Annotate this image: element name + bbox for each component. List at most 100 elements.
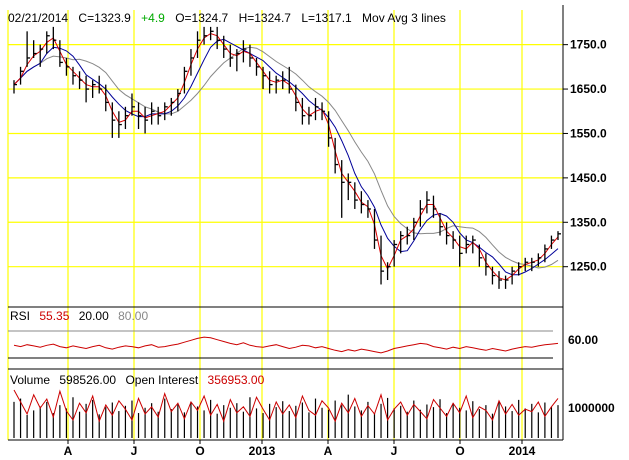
price-bar <box>150 102 155 125</box>
price-bar <box>223 35 227 58</box>
x-tick-label: J <box>131 444 138 458</box>
price-bar <box>419 200 424 227</box>
header-high: H=1324.7 <box>239 11 292 25</box>
price-bar <box>531 257 535 272</box>
volume-layer <box>13 389 559 438</box>
price-bar <box>347 173 352 201</box>
price-bar <box>314 97 319 121</box>
price-bar <box>295 84 299 112</box>
price-bar <box>321 102 326 121</box>
volume-value: 598526.00 <box>59 373 116 387</box>
price-bar <box>459 235 463 267</box>
price-bar <box>177 89 181 112</box>
price-bar <box>485 253 489 276</box>
price-bar <box>465 235 470 254</box>
price-bar <box>406 226 411 245</box>
price-bar <box>124 106 129 130</box>
rsi-line <box>13 336 559 354</box>
rsi-header: RSI 55.35 20.00 80.00 <box>10 309 148 323</box>
ma-slow-line <box>13 46 559 269</box>
price-bar <box>72 66 76 85</box>
price-bar <box>491 266 496 285</box>
volume-label: Volume <box>10 373 50 387</box>
price-bar <box>46 31 50 54</box>
price-bar <box>400 231 404 254</box>
price-bar <box>105 84 109 112</box>
price-bar <box>288 66 293 94</box>
price-bar <box>65 57 70 76</box>
price-bar <box>518 262 522 276</box>
price-bar <box>209 26 214 41</box>
header-date: 02/21/2014 <box>8 11 68 25</box>
price-bar <box>504 275 509 289</box>
price-tick-label: 1450.0 <box>570 171 607 185</box>
price-bar <box>550 235 555 249</box>
price-axis: 1250.0 1350.0 1450.0 1550.0 1650.0 1750.0 <box>563 38 607 274</box>
header-open: O=1324.7 <box>175 11 228 25</box>
price-bar <box>183 66 188 94</box>
rsi-upper: 80.00 <box>118 309 148 323</box>
rsi-tick: 60.00 <box>568 333 598 347</box>
header-ma-label: Mov Avg 3 lines <box>362 11 446 25</box>
price-bar <box>229 44 234 67</box>
price-bar <box>236 49 240 72</box>
price-bar <box>426 191 430 214</box>
price-bar <box>26 31 31 67</box>
price-bar <box>98 75 103 94</box>
price-bar <box>334 137 339 174</box>
price-tick-label: 1550.0 <box>570 126 607 140</box>
volume-tick: 1000000 <box>568 401 615 415</box>
price-bar <box>170 97 175 116</box>
price-bar <box>190 49 194 76</box>
price-bar <box>380 235 385 285</box>
price-bar <box>164 102 168 121</box>
price-bar <box>144 106 149 134</box>
header-line: 02/21/2014 C=1323.9 +4.9 O=1324.7 H=1324… <box>8 11 446 25</box>
x-tick-label: O <box>195 444 204 458</box>
price-bar <box>52 26 57 50</box>
price-bar <box>386 262 391 281</box>
price-bar <box>452 231 457 249</box>
price-tick-label: 1250.0 <box>570 260 607 274</box>
price-bar <box>282 71 286 90</box>
price-bar <box>413 217 417 241</box>
rsi-value: 55.35 <box>39 309 69 323</box>
price-bar <box>557 231 561 241</box>
price-bar <box>275 75 280 94</box>
price-bar <box>498 271 503 289</box>
open-interest-line <box>13 389 559 423</box>
price-bar <box>249 44 253 67</box>
x-tick-label: 2013 <box>249 444 276 458</box>
price-bar <box>360 191 365 214</box>
price-bar <box>111 102 116 138</box>
price-bar <box>242 40 247 63</box>
price-bar <box>439 213 444 236</box>
price-bar <box>59 40 63 67</box>
x-tick-label: O <box>455 444 464 458</box>
price-panel <box>13 26 561 289</box>
price-bar <box>262 66 267 90</box>
price-bar <box>19 66 24 85</box>
price-bar <box>216 26 221 50</box>
volume-header: Volume 598526.00 Open Interest 356953.00 <box>10 373 265 387</box>
x-tick-label: J <box>391 444 398 458</box>
price-bar <box>92 80 96 98</box>
price-tick-label: 1350.0 <box>570 215 607 229</box>
price-bar <box>157 106 162 125</box>
price-bar <box>445 222 450 245</box>
price-bar <box>39 44 44 67</box>
price-bar <box>118 111 122 138</box>
price-bar <box>393 240 398 267</box>
ma-mid-line <box>13 38 559 276</box>
rsi-layer <box>13 336 559 354</box>
x-axis: A J O 2013 A J O 2014 <box>64 440 536 458</box>
x-tick-label: A <box>64 444 73 458</box>
price-bar <box>85 75 90 103</box>
oi-label: Open Interest <box>125 373 198 387</box>
x-tick-label: A <box>324 444 333 458</box>
price-bar <box>268 71 273 94</box>
price-tick-label: 1750.0 <box>570 38 607 52</box>
price-bar <box>13 80 17 94</box>
